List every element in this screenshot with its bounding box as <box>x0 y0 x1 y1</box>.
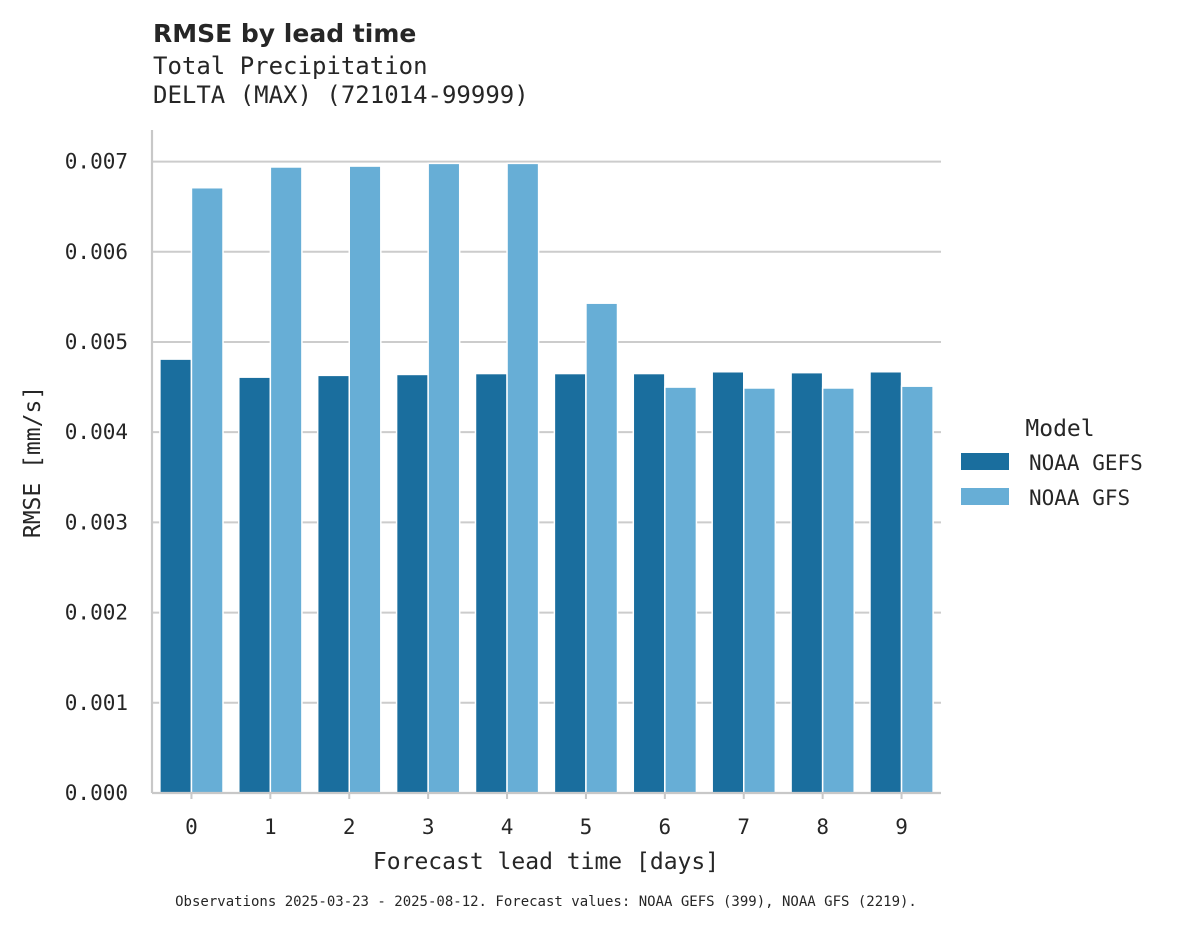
x-tick-label: 4 <box>501 815 514 839</box>
bar-noaa-gefs-6 <box>632 372 666 794</box>
bar-noaa-gefs-1 <box>238 376 272 794</box>
legend-swatch-noaa-gefs <box>961 453 1009 470</box>
bar-noaa-gefs-8 <box>790 371 824 794</box>
y-tick-label: 0.002 <box>65 601 128 625</box>
bar-noaa-gefs-2 <box>316 374 351 794</box>
x-axis-label: Forecast lead time [days] <box>373 849 719 875</box>
x-tick-label: 2 <box>343 815 356 839</box>
bar-noaa-gfs-7 <box>743 387 777 794</box>
bar-noaa-gfs-9 <box>900 385 934 794</box>
legend-items: NOAA GEFS NOAA GFS <box>961 451 1143 510</box>
y-tick-label: 0.004 <box>65 420 128 444</box>
bar-noaa-gefs-0 <box>159 358 193 794</box>
y-tick-label: 0.000 <box>65 781 128 805</box>
bar-noaa-gefs-9 <box>869 370 903 794</box>
chart-title: RMSE by lead time <box>153 19 416 48</box>
legend-title: Model <box>1025 416 1094 442</box>
bar-noaa-gfs-0 <box>190 186 224 794</box>
legend-label: NOAA GEFS <box>1029 451 1143 475</box>
bar-noaa-gefs-3 <box>395 373 429 794</box>
chart-subtitle-line-1: Total Precipitation <box>153 52 428 80</box>
bar-noaa-gfs-1 <box>269 166 303 794</box>
x-tick-label: 8 <box>816 815 829 839</box>
y-tick-label: 0.006 <box>65 240 128 264</box>
bar-noaa-gfs-3 <box>427 162 461 794</box>
x-tick-label: 3 <box>422 815 435 839</box>
x-tick-label: 1 <box>264 815 277 839</box>
bar-noaa-gefs-5 <box>553 372 587 794</box>
footnote: Observations 2025-03-23 - 2025-08-12. Fo… <box>175 894 917 910</box>
chart-subtitle-line-2: DELTA (MAX) (721014-99999) <box>153 81 529 109</box>
y-tick-labels: 0.000 0.001 0.002 0.003 0.004 0.005 0.006 0.007 <box>65 150 128 805</box>
x-tick-label: 6 <box>659 815 672 839</box>
axis-layer <box>150 130 941 795</box>
bar-noaa-gfs-2 <box>348 165 382 794</box>
x-tick-labels: 0 1 2 3 4 5 6 7 8 9 <box>185 793 908 839</box>
bar-noaa-gfs-6 <box>664 386 698 794</box>
bar-layer <box>159 162 934 794</box>
y-tick-label: 0.005 <box>65 330 128 354</box>
bar-noaa-gfs-8 <box>821 387 855 794</box>
x-tick-label: 9 <box>895 815 908 839</box>
bar-noaa-gfs-4 <box>506 162 540 794</box>
x-tick-label: 5 <box>580 815 593 839</box>
x-tick-label: 7 <box>737 815 750 839</box>
bar-noaa-gefs-7 <box>711 370 745 794</box>
legend-swatch-noaa-gfs <box>961 488 1009 505</box>
x-tick-label: 0 <box>185 815 198 839</box>
y-tick-label: 0.003 <box>65 510 128 534</box>
y-axis-label: RMSE [mm/s] <box>20 386 46 538</box>
legend: Model NOAA GEFS NOAA GFS <box>961 416 1143 510</box>
y-tick-label: 0.001 <box>65 691 128 715</box>
y-tick-label: 0.007 <box>65 150 128 174</box>
bar-noaa-gfs-5 <box>585 302 619 794</box>
legend-label: NOAA GFS <box>1029 486 1130 510</box>
bar-noaa-gefs-4 <box>474 372 508 794</box>
